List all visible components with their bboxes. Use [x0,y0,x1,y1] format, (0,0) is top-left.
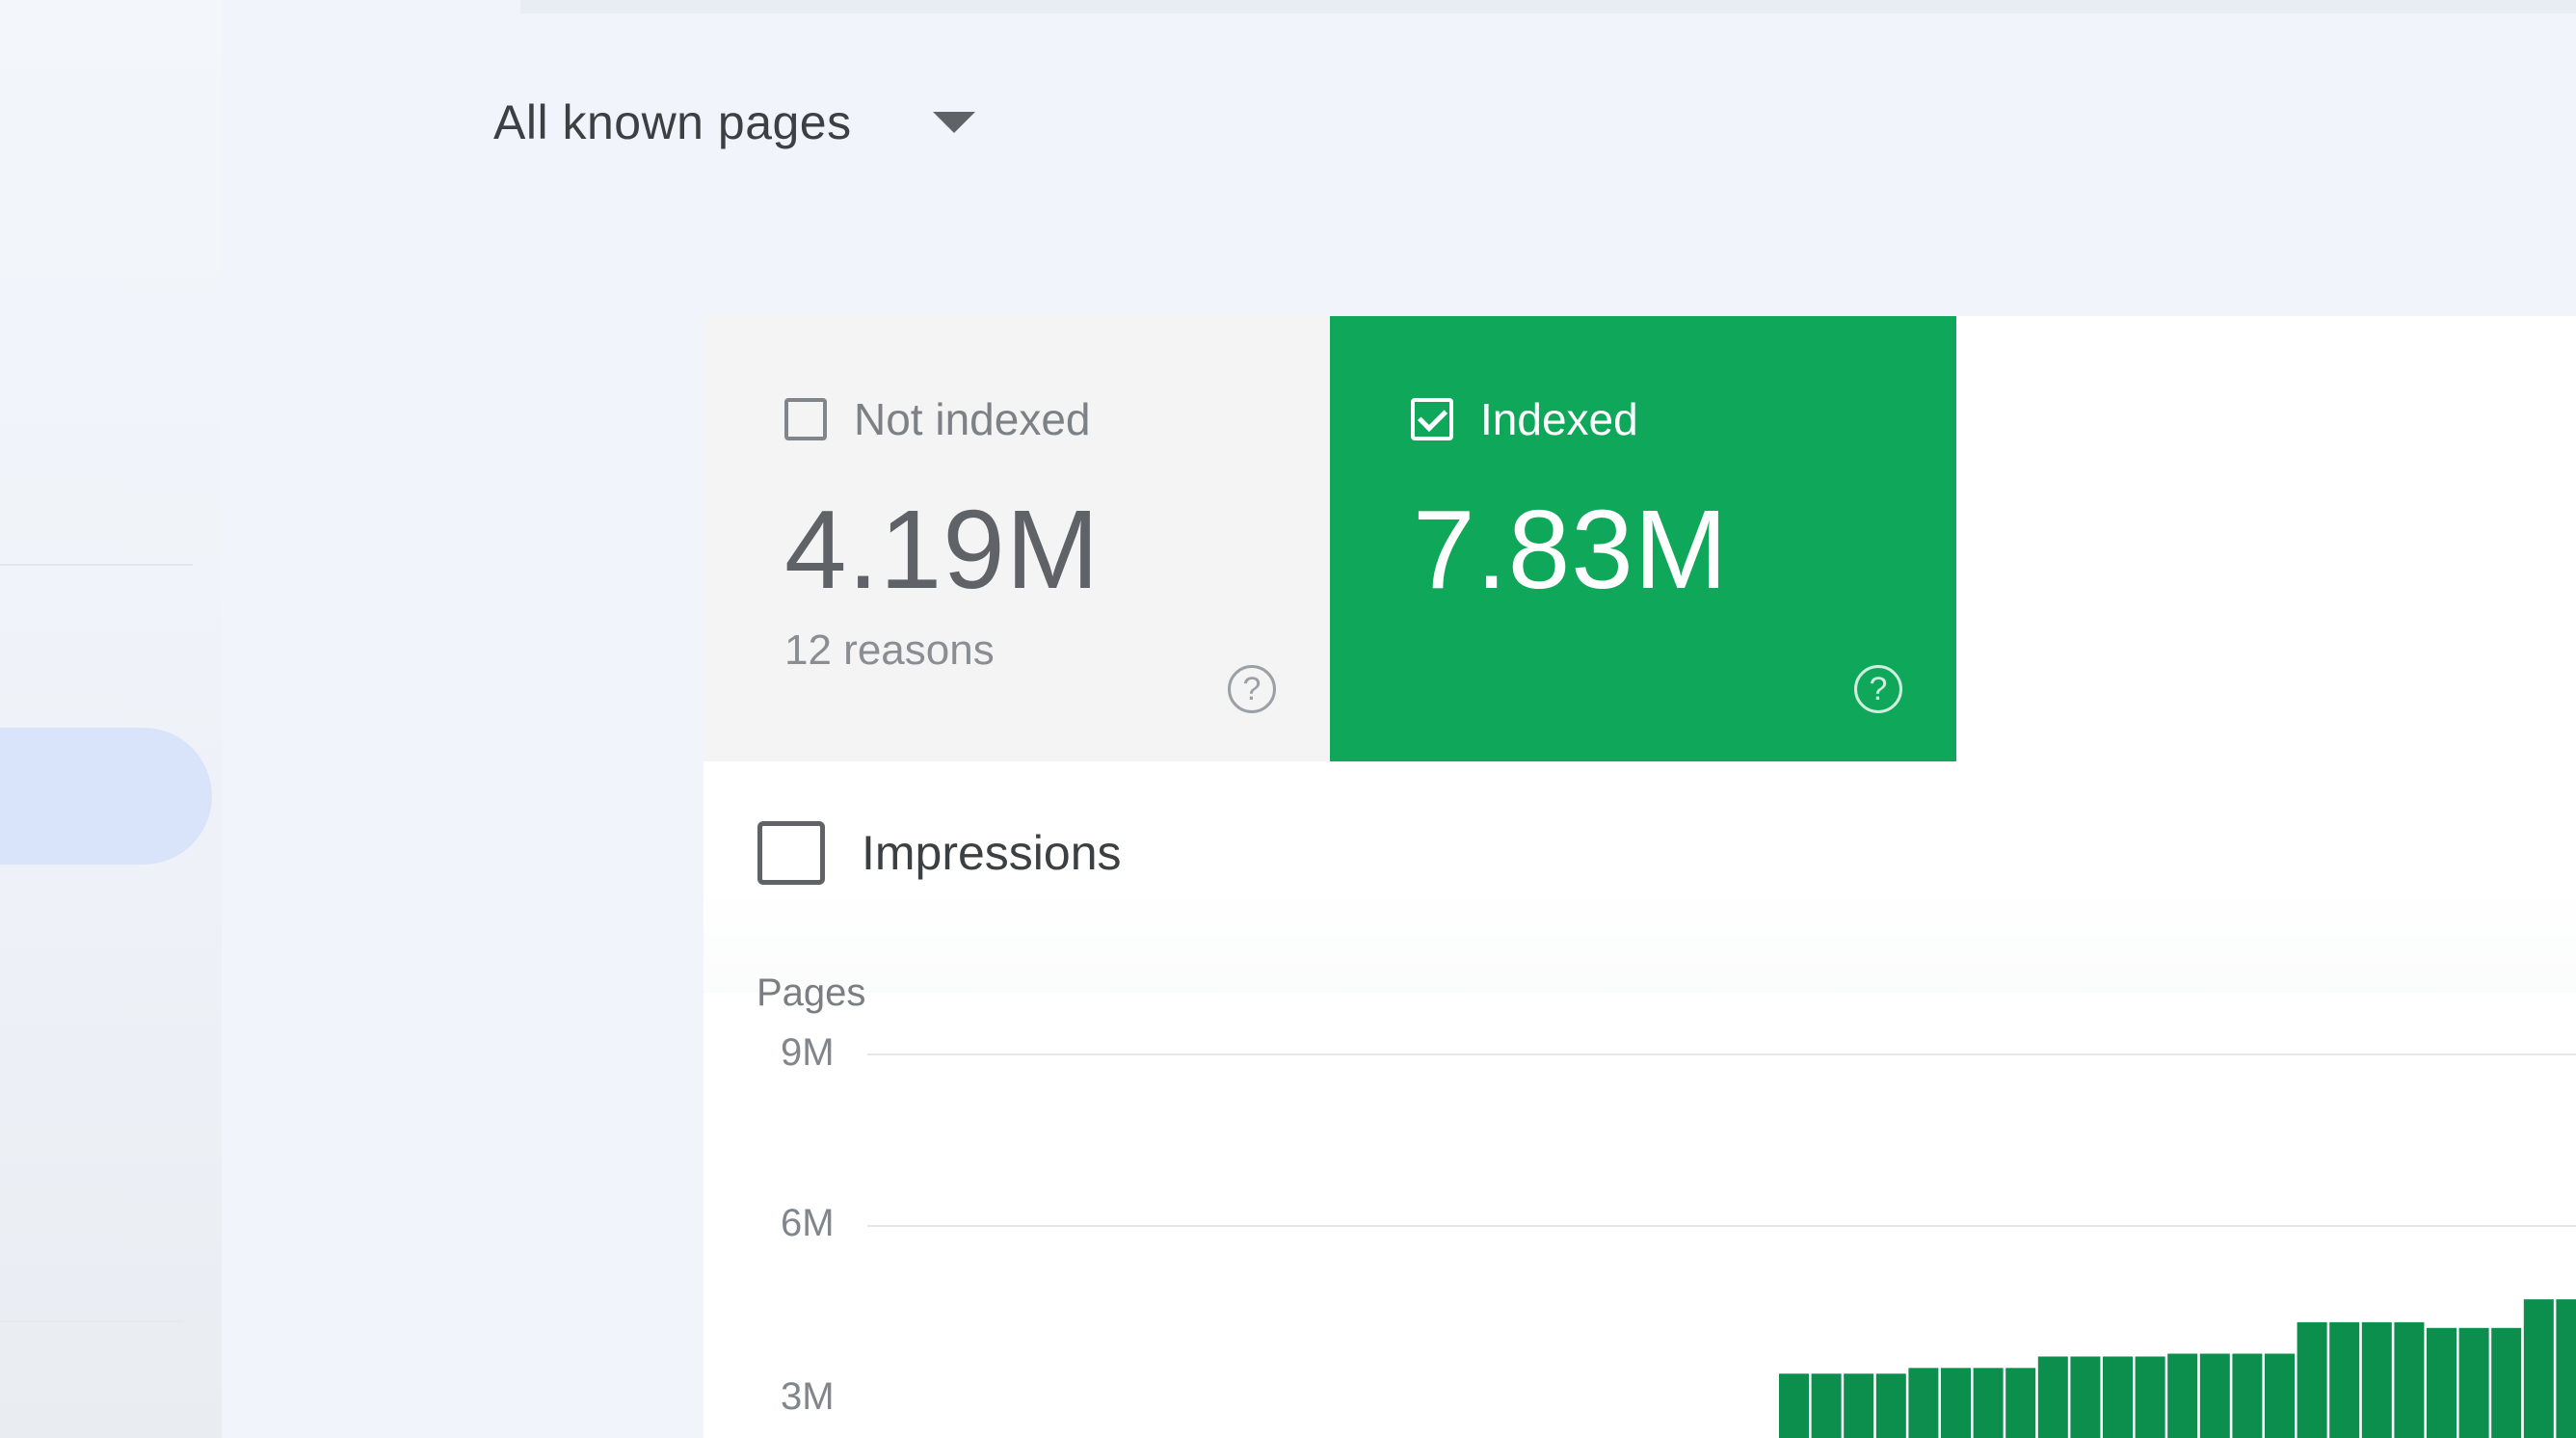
sidebar [0,0,222,1438]
chevron-down-icon [932,112,975,133]
help-icon[interactable]: ? [1228,665,1276,713]
not-indexed-tile[interactable]: Not indexed 4.19M 12 reasons ? [704,316,1330,761]
not-indexed-checkbox[interactable] [784,398,827,440]
y-tick-label: 3M [781,1375,835,1418]
indexed-count: 7.83M [1413,487,1729,612]
sidebar-divider [0,1320,183,1322]
not-indexed-label: Not indexed [854,394,1091,444]
impressions-checkbox[interactable] [757,821,825,885]
indexed-checkbox[interactable] [1411,398,1453,440]
indexed-tile[interactable]: Indexed 7.83M ? [1330,316,1956,761]
y-axis-title: Pages [757,972,866,1014]
impressions-label: Impressions [862,826,1122,880]
impressions-toggle[interactable]: Impressions [757,821,1122,885]
indexed-label: Indexed [1480,394,1638,444]
gridline [867,1225,2576,1227]
pages-filter-dropdown[interactable]: All known pages [493,89,975,156]
help-icon[interactable]: ? [1854,665,1902,713]
gridline [867,1053,2576,1055]
sidebar-divider [0,564,193,566]
top-strip [520,0,2576,13]
pages-filter-label: All known pages [493,95,852,149]
not-indexed-reasons: 12 reasons [784,626,995,674]
y-tick-label: 6M [781,1202,835,1244]
indexed-header: Indexed [1411,393,1638,445]
not-indexed-header: Not indexed [784,393,1091,445]
chart-fade [704,887,2576,993]
not-indexed-count: 4.19M [784,487,1101,612]
sidebar-item-active[interactable] [0,728,212,865]
y-tick-label: 9M [781,1031,835,1074]
